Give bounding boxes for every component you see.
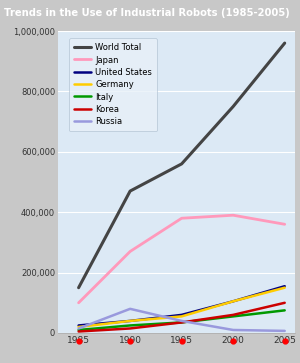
- United States: [231, 299, 235, 303]
- Korea: [231, 313, 235, 317]
- Line: Germany: Germany: [79, 288, 285, 327]
- Italy: [128, 323, 132, 328]
- Russia: [128, 307, 132, 311]
- Line: United States: United States: [79, 286, 285, 326]
- Italy: [180, 320, 184, 325]
- Italy: [231, 314, 235, 319]
- Russia: [283, 329, 286, 333]
- Korea: [180, 320, 184, 325]
- Korea: [283, 301, 286, 305]
- Japan: [283, 222, 286, 227]
- Germany: [77, 325, 80, 329]
- Japan: [128, 249, 132, 254]
- United States: [283, 284, 286, 288]
- Korea: [77, 329, 80, 334]
- Japan: [231, 213, 235, 217]
- Germany: [231, 299, 235, 303]
- Italy: [77, 328, 80, 332]
- Germany: [283, 286, 286, 290]
- Line: Italy: Italy: [79, 310, 285, 330]
- Japan: [77, 301, 80, 305]
- World Total: [180, 162, 184, 166]
- Line: World Total: World Total: [79, 43, 285, 288]
- World Total: [231, 104, 235, 109]
- World Total: [77, 286, 80, 290]
- Line: Russia: Russia: [79, 309, 285, 331]
- World Total: [283, 41, 286, 45]
- United States: [180, 313, 184, 317]
- World Total: [128, 189, 132, 193]
- Germany: [128, 319, 132, 323]
- United States: [77, 323, 80, 328]
- Legend: World Total, Japan, United States, Germany, Italy, Korea, Russia: World Total, Japan, United States, Germa…: [69, 38, 157, 131]
- Text: Trends in the Use of Industrial Robots (1985-2005): Trends in the Use of Industrial Robots (…: [4, 8, 290, 18]
- Russia: [180, 319, 184, 323]
- Italy: [283, 308, 286, 313]
- Line: Japan: Japan: [79, 215, 285, 303]
- Germany: [180, 314, 184, 319]
- Korea: [128, 326, 132, 331]
- Japan: [180, 216, 184, 220]
- Russia: [231, 328, 235, 332]
- Russia: [77, 326, 80, 331]
- Line: Korea: Korea: [79, 303, 285, 331]
- United States: [128, 319, 132, 323]
